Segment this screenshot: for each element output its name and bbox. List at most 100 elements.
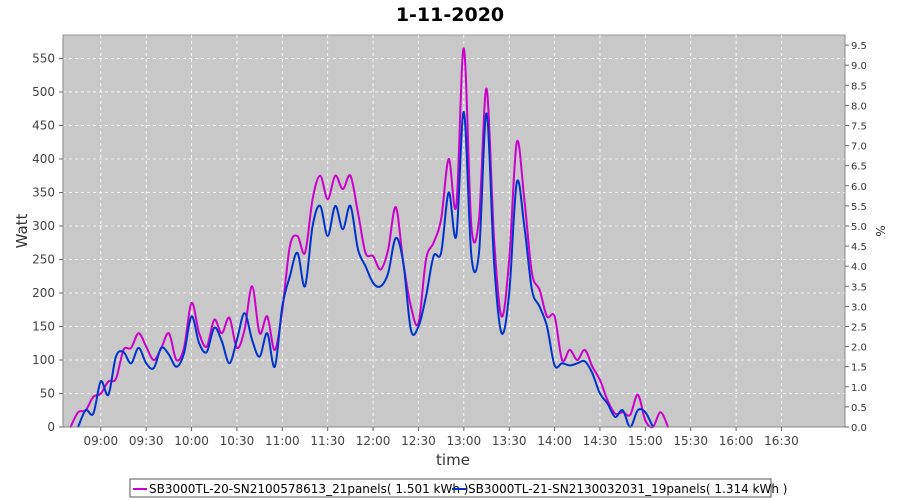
series-point-2 bbox=[220, 340, 223, 343]
series-point-1 bbox=[357, 211, 359, 214]
series-point-2 bbox=[334, 205, 337, 207]
series-point-2 bbox=[583, 360, 586, 363]
series-point-2 bbox=[228, 362, 231, 365]
series-point-2 bbox=[175, 365, 178, 368]
series-point-2 bbox=[561, 362, 563, 365]
series-point-1 bbox=[531, 272, 533, 274]
series-point-2 bbox=[508, 292, 511, 294]
series-point-1 bbox=[304, 251, 306, 254]
y2-tick-label: 7.0 bbox=[851, 142, 867, 153]
series-point-1 bbox=[410, 305, 412, 308]
series-point-2 bbox=[84, 409, 87, 412]
y2-tick-label: 8.5 bbox=[851, 81, 867, 92]
series-layer bbox=[69, 47, 669, 429]
series-point-2 bbox=[568, 364, 571, 367]
series-point-2 bbox=[515, 181, 518, 184]
y2-tick-label: 9.5 bbox=[851, 41, 867, 52]
y2-tick-label: 2.5 bbox=[851, 322, 867, 333]
series-point-1 bbox=[364, 251, 367, 254]
series-point-1 bbox=[168, 332, 170, 335]
series-point-1 bbox=[485, 87, 488, 90]
series-point-2 bbox=[357, 248, 359, 251]
series-point-2 bbox=[372, 282, 374, 284]
chart-title: 1-11-2020 bbox=[396, 4, 504, 26]
series-point-2 bbox=[160, 347, 163, 349]
y-tick-label: 200 bbox=[32, 286, 55, 300]
y2-tick-label: 4.0 bbox=[851, 262, 867, 273]
series-point-1 bbox=[205, 345, 208, 348]
series-point-1 bbox=[266, 315, 269, 318]
x-tick-label: 13:00 bbox=[447, 434, 482, 448]
series-point-1 bbox=[606, 399, 609, 402]
series-point-1 bbox=[77, 411, 79, 414]
y2-tick-label: 9.0 bbox=[851, 61, 867, 72]
series-point-2 bbox=[599, 392, 601, 395]
x-tick-label: 10:30 bbox=[220, 434, 255, 448]
series-point-2 bbox=[614, 416, 616, 418]
y2-axis-title: % bbox=[873, 225, 887, 236]
legend: SB3000TL-20-SN2100578613_21panels( 1.501… bbox=[129, 478, 787, 498]
x-tick-label: 12:30 bbox=[401, 434, 436, 448]
series-point-1 bbox=[614, 412, 616, 415]
y-tick-label: 350 bbox=[32, 185, 55, 199]
series-point-1 bbox=[394, 206, 397, 209]
series-point-2 bbox=[273, 365, 276, 368]
series-point-1 bbox=[319, 174, 321, 177]
y2-tick-label: 5.0 bbox=[851, 222, 867, 233]
y2-tick-label: 1.5 bbox=[851, 363, 867, 374]
series-point-1 bbox=[349, 174, 352, 177]
series-point-2 bbox=[205, 351, 208, 353]
series-point-1 bbox=[591, 365, 594, 368]
x-tick-label: 15:00 bbox=[628, 434, 663, 448]
series-point-2 bbox=[500, 332, 503, 335]
x-tick-label: 11:00 bbox=[265, 434, 300, 448]
series-point-1 bbox=[175, 359, 178, 361]
series-point-1 bbox=[568, 349, 571, 351]
series-point-2 bbox=[478, 251, 480, 254]
series-point-2 bbox=[432, 255, 435, 257]
series-point-2 bbox=[470, 255, 473, 257]
series-point-2 bbox=[296, 251, 299, 254]
series-point-2 bbox=[99, 380, 102, 383]
y2-tick-label: 3.5 bbox=[851, 282, 867, 293]
series-point-1 bbox=[99, 392, 102, 395]
series-point-1 bbox=[455, 205, 458, 207]
series-point-2 bbox=[251, 339, 254, 341]
series-point-1 bbox=[130, 347, 133, 349]
series-point-2 bbox=[145, 362, 148, 365]
series-point-1 bbox=[236, 347, 238, 349]
series-point-1 bbox=[190, 302, 193, 304]
series-point-1 bbox=[561, 359, 563, 361]
series-point-2 bbox=[281, 305, 284, 308]
y-tick-label: 50 bbox=[40, 386, 55, 400]
series-point-2 bbox=[387, 272, 390, 274]
series-point-2 bbox=[591, 372, 594, 375]
series-point-2 bbox=[379, 285, 382, 288]
series-point-1 bbox=[137, 332, 140, 335]
series-point-1 bbox=[599, 379, 601, 381]
series-point-2 bbox=[447, 191, 450, 194]
series-point-1 bbox=[289, 245, 291, 248]
series-point-1 bbox=[462, 47, 465, 50]
series-point-2 bbox=[553, 364, 556, 367]
series-point-1 bbox=[228, 316, 231, 319]
series-point-2 bbox=[168, 353, 170, 356]
series-point-2 bbox=[319, 205, 321, 207]
series-point-1 bbox=[440, 218, 442, 221]
series-point-2 bbox=[644, 411, 647, 414]
series-point-1 bbox=[583, 349, 586, 351]
series-point-2 bbox=[236, 339, 238, 341]
series-point-1 bbox=[636, 393, 639, 396]
bottom-axis: 09:00 09:30 10:00 10:30 11:00 11:30 12:00 12:30… bbox=[63, 426, 845, 448]
series-point-1 bbox=[508, 258, 511, 261]
series-point-2 bbox=[364, 265, 367, 268]
series-point-1 bbox=[629, 414, 632, 416]
series-point-2 bbox=[122, 351, 125, 353]
x-tick-label: 16:00 bbox=[719, 434, 754, 448]
series-point-1 bbox=[122, 349, 125, 351]
series-point-2 bbox=[311, 225, 314, 227]
y-tick-label: 550 bbox=[32, 51, 55, 65]
y-tick-label: 300 bbox=[32, 219, 55, 233]
series-point-1 bbox=[387, 248, 390, 251]
